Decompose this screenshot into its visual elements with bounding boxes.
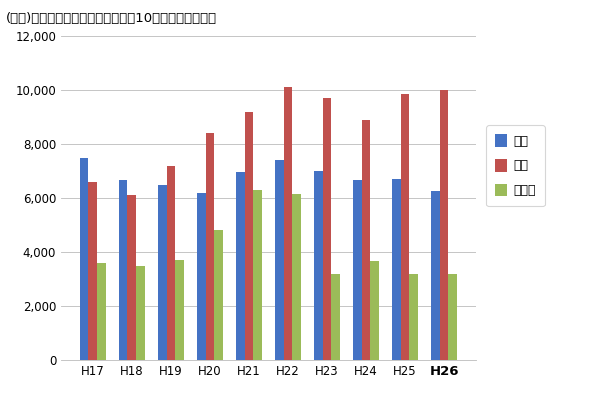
Bar bbox=[323, 98, 331, 360]
Bar bbox=[353, 180, 362, 360]
Bar bbox=[331, 274, 340, 360]
Bar bbox=[136, 266, 145, 360]
Bar bbox=[392, 179, 401, 360]
Bar bbox=[236, 172, 245, 360]
Bar bbox=[197, 192, 206, 360]
Bar bbox=[275, 160, 284, 360]
Text: (参考)年度別回収実績の推移（過去10年、単位：千台）: (参考)年度別回収実績の推移（過去10年、単位：千台） bbox=[6, 12, 217, 25]
Bar bbox=[431, 191, 440, 360]
Bar bbox=[206, 133, 214, 360]
Bar bbox=[448, 274, 457, 360]
Bar bbox=[370, 262, 379, 360]
Bar bbox=[119, 180, 127, 360]
Bar bbox=[362, 120, 370, 360]
Bar bbox=[253, 190, 262, 360]
Bar bbox=[80, 158, 88, 360]
Bar bbox=[292, 194, 301, 360]
Bar bbox=[409, 274, 418, 360]
Bar bbox=[284, 87, 292, 360]
Bar bbox=[158, 184, 167, 360]
Bar bbox=[88, 182, 97, 360]
Bar bbox=[175, 260, 184, 360]
Bar bbox=[214, 230, 223, 360]
Bar bbox=[401, 94, 409, 360]
Bar bbox=[440, 90, 448, 360]
Bar bbox=[245, 112, 253, 360]
Bar bbox=[167, 166, 175, 360]
Bar bbox=[97, 263, 106, 360]
Bar bbox=[127, 195, 136, 360]
Legend: 本体, 電池, 充電器: 本体, 電池, 充電器 bbox=[486, 125, 545, 206]
Bar bbox=[314, 171, 323, 360]
